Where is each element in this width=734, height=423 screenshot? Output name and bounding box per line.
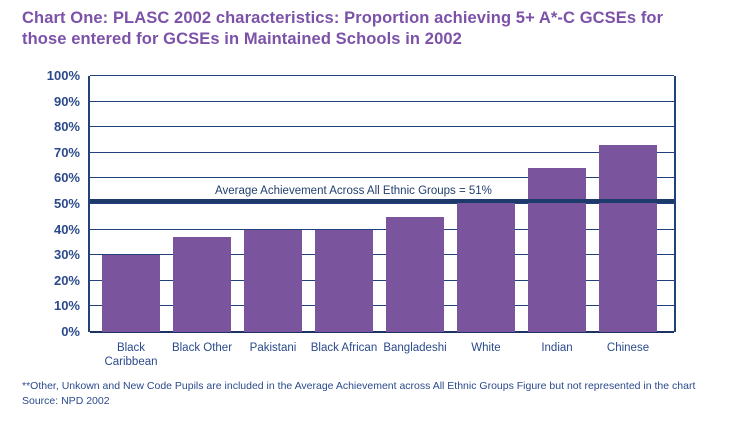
gridline-40 [90,228,674,230]
y-axis-tick-label-60: 60% [53,170,80,186]
y-axis-tick-label-90: 90% [53,93,80,109]
y-axis-tick-label-80: 80% [53,119,80,135]
x-axis-label-bangladeshi: Bangladeshi [383,342,447,354]
bar-black-other [173,237,231,332]
y-axis-tick-label-10: 10% [53,298,80,314]
x-axis-label-pakistani: Pakistani [249,342,297,354]
footnote-source: Source: NPD 2002 [22,395,110,407]
x-axis-label-white: White [471,342,501,354]
gridline-10 [90,305,674,307]
gridline-90 [90,100,674,102]
gridline-50 [90,203,674,204]
bar-pakistani [244,229,302,332]
y-axis-tick-label-40: 40% [53,221,80,237]
y-axis-tick-label-50: 50% [53,196,80,211]
footnote-note: **Other, Unkown and New Code Pupils are … [22,380,696,392]
x-axis-label-black-african: Black African [310,342,378,354]
y-axis-tick-label-100: 100% [46,68,80,83]
gridline-20 [90,279,674,281]
gridline-100 [90,75,674,76]
bar-indian [528,168,586,332]
y-axis-tick-label-20: 20% [53,272,80,288]
gridline-60 [90,177,674,179]
bar-black-african [315,229,373,332]
plot-area: Average Achievement Across All Ethnic Gr… [47,68,676,368]
bar-chinese [599,145,657,332]
footnotes: **Other, Unkown and New Code Pupils are … [22,379,722,409]
bar-bangladeshi [386,216,444,332]
x-axis-label-indian: Indian [541,342,573,354]
chart-title: Chart One: PLASC 2002 characteristics: P… [22,9,664,48]
x-axis-label-black-caribbean: Black Caribbean [104,342,158,368]
y-axis-tick-label-70: 70% [53,144,80,160]
bar-white [457,201,515,332]
gridline-30 [90,254,674,256]
average-line [90,199,674,204]
bar-black-caribbean [102,255,160,332]
x-axis-label-black-other: Black Other [171,342,233,354]
gridline-70 [90,151,674,153]
y-axis-tick-label-30: 30% [53,247,80,263]
average-line-label: Average Achievement Across All Ethnic Gr… [215,185,492,198]
gridline-0 [90,331,674,333]
gridline-80 [90,126,674,128]
x-axis-label-chinese: Chinese [606,342,650,354]
y-axis-tick-label-0: 0% [61,324,80,339]
